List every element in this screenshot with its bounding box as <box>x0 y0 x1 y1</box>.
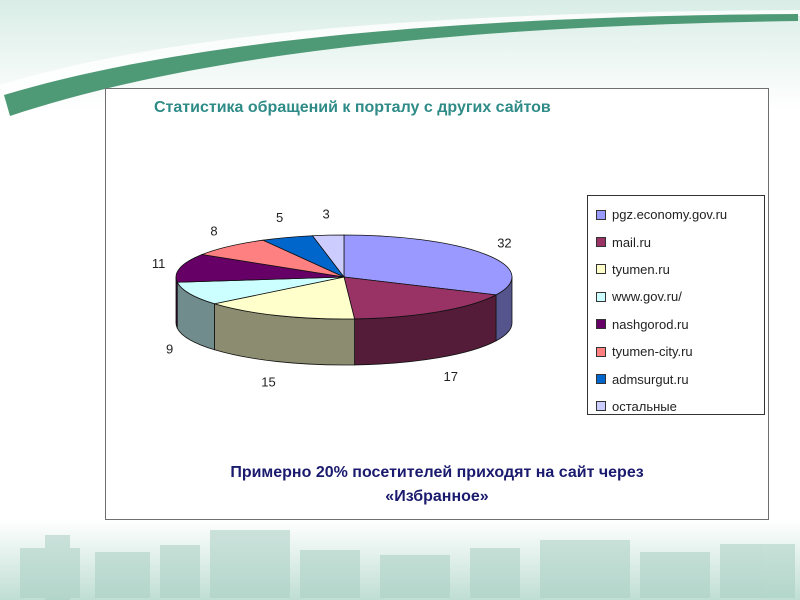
data-label: 8 <box>210 223 217 238</box>
legend-swatch <box>596 401 606 412</box>
data-label: 17 <box>444 369 458 384</box>
legend-item: остальные <box>596 393 764 420</box>
legend-label: www.gov.ru/ <box>612 289 682 305</box>
chart-panel: Статистика обращений к порталу с других … <box>105 88 769 520</box>
data-label: 3 <box>323 206 330 221</box>
chart-title: Статистика обращений к порталу с других … <box>154 99 551 116</box>
legend-swatch <box>596 319 606 330</box>
note-line-1: Примерно 20% посетителей приходят на сай… <box>230 464 644 481</box>
legend-swatch <box>596 264 606 275</box>
legend-label: tyumen-city.ru <box>612 344 693 360</box>
data-label: 11 <box>152 256 166 271</box>
legend-swatch <box>596 346 606 357</box>
legend-label: tyumen.ru <box>612 261 670 277</box>
pie-chart: 32 17 15 9 11 8 5 3 <box>152 206 513 390</box>
pie-slice-mail.ru <box>343 276 498 320</box>
note-line-2: «Избранное» <box>385 488 489 505</box>
legend-item: tyumen-city.ru <box>596 338 764 365</box>
data-label: 9 <box>166 341 173 356</box>
legend-label: nashgorod.ru <box>612 316 689 332</box>
pie-slice-tyumen.ru <box>214 276 356 320</box>
legend-swatch <box>596 209 606 220</box>
note-text: Примерно 20% посетителей приходят на сай… <box>106 461 768 509</box>
data-label: 15 <box>261 375 275 390</box>
legend-item: pgz.economy.gov.ru <box>596 201 764 228</box>
pie-slice-nashgorod.ru <box>175 254 345 283</box>
pie-slice-pgz.economy.gov.ru <box>343 234 513 296</box>
data-label: 5 <box>276 210 283 225</box>
legend-item: www.gov.ru/ <box>596 283 764 310</box>
legend-label: admsurgut.ru <box>612 371 689 387</box>
legend-label: остальные <box>612 398 677 414</box>
legend-swatch <box>596 291 606 302</box>
legend-label: mail.ru <box>612 234 652 250</box>
chart-legend: pgz.economy.gov.ru mail.ru tyumen.ru www.go… <box>587 195 765 415</box>
legend-swatch <box>596 374 606 385</box>
pie-slice-остальные <box>311 234 345 279</box>
data-label: 32 <box>497 236 511 251</box>
legend-item: admsurgut.ru <box>596 365 764 392</box>
legend-item: mail.ru <box>596 228 764 255</box>
legend-label: pgz.economy.gov.ru <box>612 207 728 223</box>
pie-slice-www.gov.ru/ <box>176 276 345 305</box>
legend-item: tyumen.ru <box>596 256 764 283</box>
legend-swatch <box>596 237 606 248</box>
legend-item: nashgorod.ru <box>596 311 764 338</box>
